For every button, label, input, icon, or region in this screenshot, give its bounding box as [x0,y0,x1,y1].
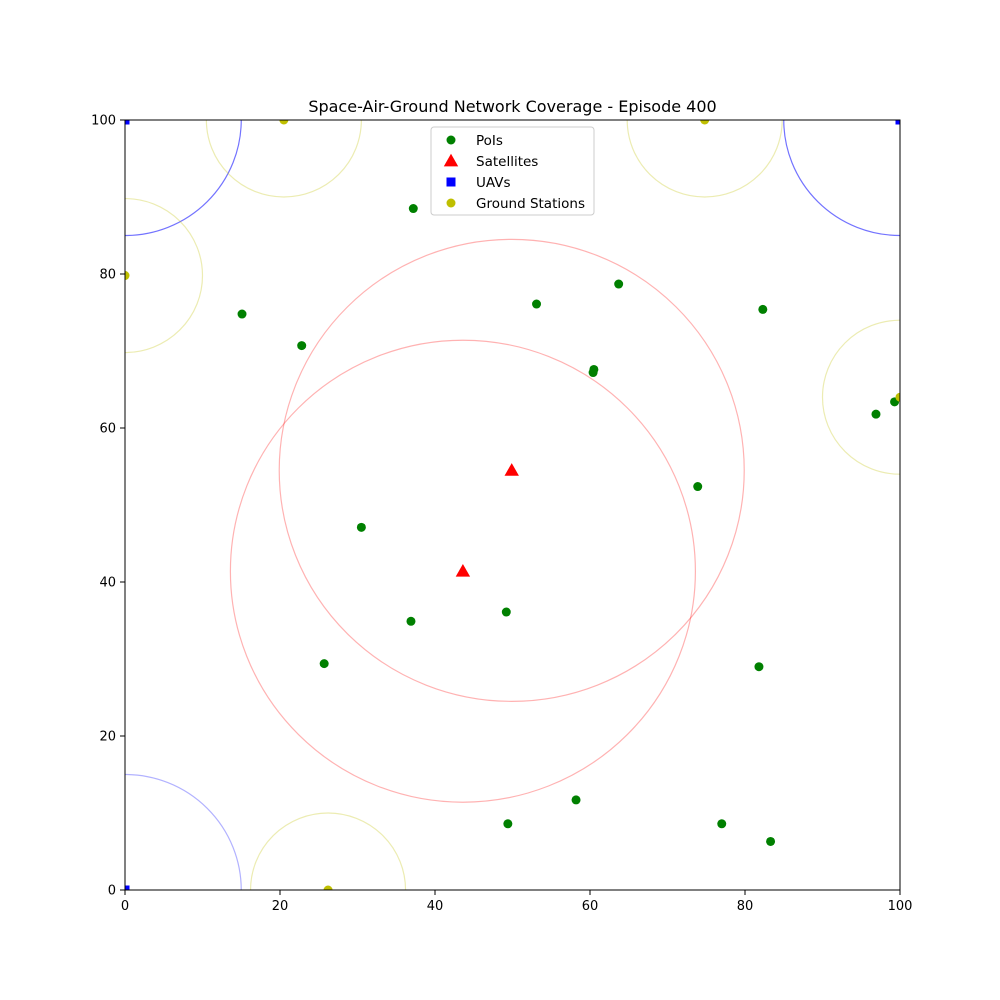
legend: PoIs Satellites UAVs Ground Stations [430,126,595,216]
data-points [125,120,900,890]
x-tick-label: 0 [121,899,129,914]
ground-coverage-circle [821,319,900,475]
poi-point [503,819,513,829]
poi-point [717,819,727,829]
y-tick-label: 100 [91,114,116,129]
legend-marker [443,153,459,167]
satellite-point [455,564,471,577]
poi-point [406,616,416,626]
y-axis-ticks: 0 20 40 60 80 100 [91,114,125,899]
y-tick-label: 0 [108,884,116,899]
x-axis-ticks: 0 20 40 60 80 100 [121,890,913,914]
ground-coverage-circle [626,120,783,198]
x-tick-label: 40 [427,899,444,914]
poi-point [588,368,598,378]
x-tick-label: 80 [737,899,754,914]
legend-label: PoIs [476,133,503,149]
poi-point [871,409,881,419]
ground-station-point [895,392,900,402]
uav-point [895,120,900,125]
plot-frame [124,119,901,891]
poi-point [571,795,581,805]
poi-point [501,607,511,617]
y-tick-label: 80 [99,268,116,283]
poi-point [532,299,542,309]
ground-coverage-circle [125,197,204,354]
legend-marker [446,135,456,145]
legend-label: Satellites [476,154,538,170]
legend-marker [446,177,456,187]
y-tick-label: 20 [99,730,116,745]
poi-point [758,304,768,314]
chart-title: Space-Air-Ground Network Coverage - Epis… [308,97,716,116]
poi-point [754,662,764,672]
ground-station-point [323,885,333,890]
coverage-circles [125,120,900,890]
uav-point [125,885,130,890]
poi-point [356,522,366,532]
legend-label: UAVs [476,175,511,191]
poi-point [766,836,776,846]
poi-point [237,309,247,319]
poi-point [408,204,418,214]
ground-coverage-circle [249,812,407,890]
poi-point [319,659,329,669]
poi-point [614,279,624,289]
y-tick-label: 60 [99,422,116,437]
ground-station-point [279,120,289,125]
satellite-coverage-circle [278,238,745,702]
x-tick-label: 20 [272,899,289,914]
y-tick-label: 40 [99,576,116,591]
uav-point [125,120,130,125]
legend-label: Ground Stations [476,196,585,212]
x-tick-label: 60 [582,899,599,914]
satellite-point [504,463,519,476]
ground-coverage-circle [205,120,362,198]
x-tick-label: 100 [888,899,913,914]
poi-point [693,482,703,492]
poi-point [297,341,307,351]
legend-marker [446,198,456,208]
ground-station-point [700,120,710,125]
satellite-coverage-circle [229,339,696,803]
ground-station-point [125,271,130,281]
legend-box [430,126,595,216]
